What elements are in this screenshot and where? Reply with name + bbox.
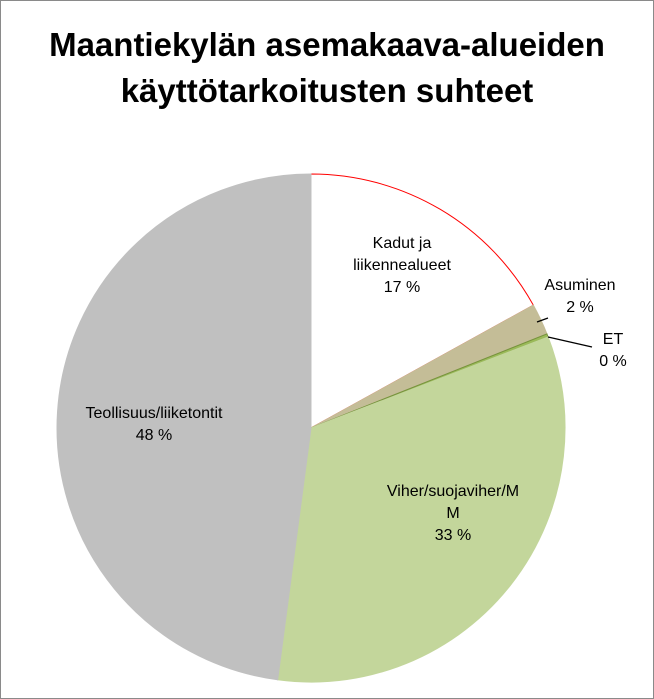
leader-line-2 [547, 336, 593, 348]
slice-category-label: liikennealueet [353, 257, 451, 274]
slice-category-label: Viher/suojaviher/M [387, 483, 519, 500]
pie-slice-3 [277, 336, 566, 683]
slice-category-label: Asuminen [544, 277, 615, 294]
slice-label-2: ET 0 % [599, 331, 627, 370]
pie-slice-4 [56, 173, 312, 681]
slice-label-0: Kadut ja liikennealueet 17 % [353, 235, 451, 296]
slice-value-label: 0 % [599, 353, 627, 370]
chart-title-line-1: Maantiekylän asemakaava-alueiden [49, 26, 605, 63]
chart-title: Maantiekylän asemakaava-alueiden käyttöt… [0, 22, 654, 114]
chart-title-line-2: käyttötarkoitusten suhteet [120, 72, 534, 109]
slice-value-label: 2 % [566, 299, 594, 316]
slice-value-label: 17 % [384, 279, 420, 296]
slice-label-1: Asuminen 2 % [544, 277, 615, 316]
pie-slice-0 [310, 173, 534, 429]
leader-line-1 [536, 317, 549, 323]
slice-category-label: Teollisuus/liiketontit [86, 405, 224, 422]
slice-value-label: 48 % [136, 427, 172, 444]
slice-category-label: Kadut ja [373, 235, 432, 252]
slice-category-label: ET [603, 331, 624, 348]
slice-category-label: M [446, 505, 459, 522]
slice-label-4: Teollisuus/liiketontit 48 % [86, 405, 224, 444]
slice-label-3: Viher/suojaviher/M M 33 % [387, 483, 519, 544]
slice-value-label: 33 % [435, 527, 471, 544]
